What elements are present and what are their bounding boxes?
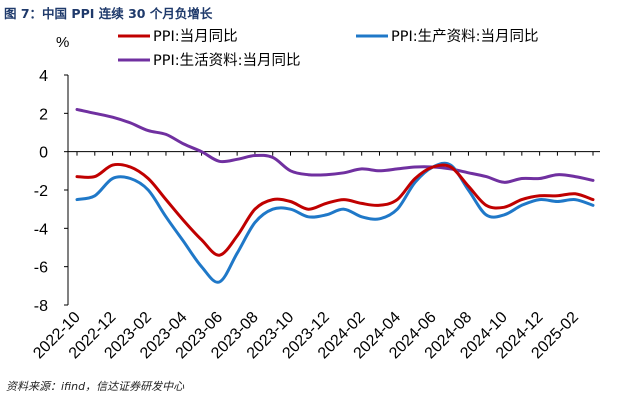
y-tick-label: -2 <box>34 183 48 200</box>
figure-title: 图 7：中国 PPI 连续 30 个月负增长 <box>4 6 213 21</box>
series-line-consumer <box>75 108 595 184</box>
y-tick-label: 0 <box>39 145 48 162</box>
y-tick-label: 2 <box>39 106 48 123</box>
legend-item-producer-label: PPI:生产资料:当月同比 <box>391 28 539 45</box>
y-axis-unit: % <box>56 34 69 51</box>
source-note: 资料来源：ifind，信达证券研发中心 <box>6 380 185 393</box>
legend: PPI:当月同比 PPI:生产资料:当月同比 PPI:生活资料:当月同比 <box>118 28 539 69</box>
y-tick-label: -4 <box>34 221 48 238</box>
y-tick-label: -8 <box>34 298 48 315</box>
legend-item-ppi-label: PPI:当月同比 <box>153 28 238 45</box>
series-line-producer <box>75 161 595 284</box>
y-tick-label: -6 <box>34 260 48 277</box>
axes <box>64 74 600 306</box>
series-line-ppi <box>75 162 595 257</box>
legend-item-consumer-label: PPI:生活资料:当月同比 <box>153 52 301 69</box>
y-tick-label: 4 <box>39 68 48 85</box>
series-lines <box>75 108 595 284</box>
